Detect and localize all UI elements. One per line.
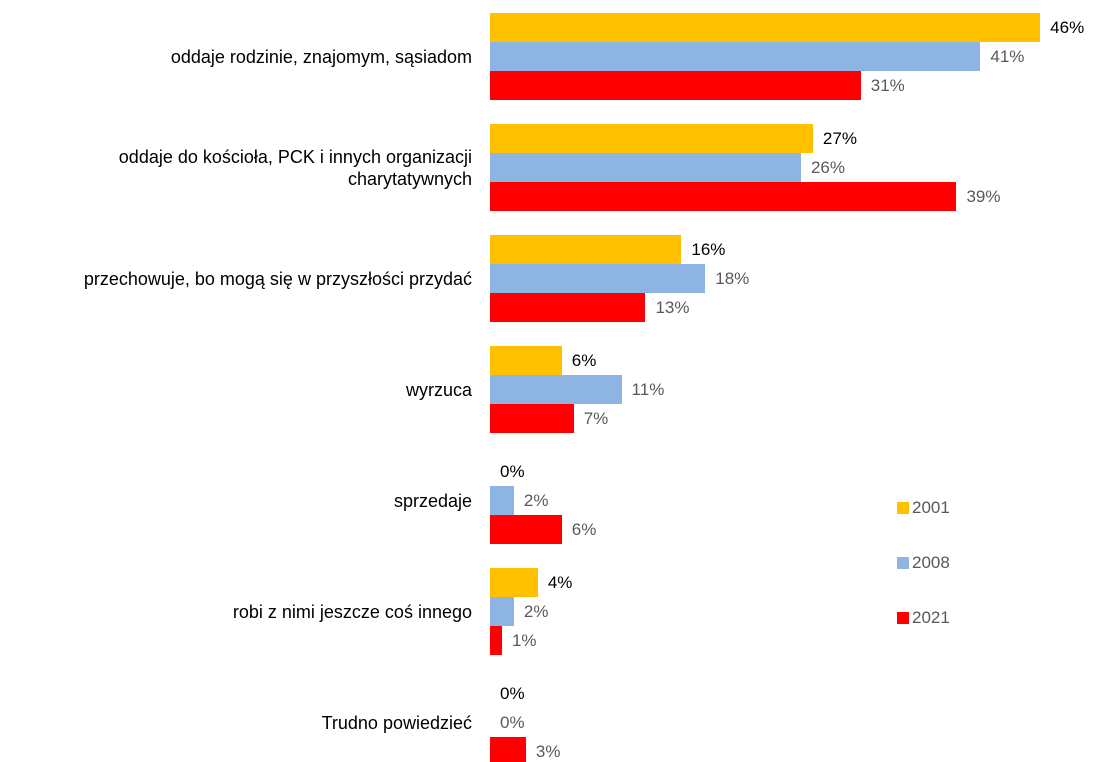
bar	[490, 486, 514, 515]
value-label: 41%	[990, 46, 1025, 66]
bar	[490, 42, 981, 71]
value-label: 7%	[583, 408, 609, 428]
bar	[490, 626, 502, 655]
value-label: 0%	[500, 712, 525, 732]
bar	[490, 404, 574, 433]
legend-label: 2001	[912, 498, 950, 517]
value-label: 0%	[500, 461, 525, 481]
value-label: 6%	[571, 519, 597, 539]
bar	[490, 737, 526, 762]
value-label: 26%	[810, 157, 845, 177]
bar	[490, 346, 562, 375]
bar	[490, 71, 861, 100]
value-label: 4%	[547, 572, 573, 592]
category-label: przechowuje, bo mogą się w przyszłości p…	[83, 268, 472, 289]
category-label: oddaje do kościoła, PCK i innych organiz…	[118, 146, 472, 189]
category-label: sprzedaje	[393, 490, 472, 511]
bar	[490, 182, 957, 211]
legend-swatch	[897, 612, 909, 624]
value-label: 16%	[691, 239, 726, 259]
category-label: oddaje rodzinie, znajomym, sąsiadom	[170, 46, 472, 67]
value-label: 11%	[631, 379, 665, 399]
value-label: 39%	[966, 186, 1001, 206]
bar	[490, 515, 562, 544]
value-label: 3%	[535, 741, 561, 761]
value-label: 6%	[571, 350, 597, 370]
value-label: 2%	[523, 490, 549, 510]
bar	[490, 264, 706, 293]
value-label: 13%	[655, 297, 690, 317]
value-label: 31%	[870, 75, 905, 95]
value-label: 0%	[500, 683, 525, 703]
bar	[490, 235, 682, 264]
bar	[490, 293, 646, 322]
legend-swatch	[897, 502, 909, 514]
value-label: 46%	[1050, 17, 1085, 37]
bar	[490, 124, 813, 153]
category-label: wyrzuca	[405, 379, 472, 400]
legend-label: 2008	[912, 553, 950, 572]
legend-label: 2021	[912, 608, 950, 627]
value-label: 1%	[511, 630, 537, 650]
value-label: 27%	[822, 128, 857, 148]
bar	[490, 153, 801, 182]
legend-swatch	[897, 557, 909, 569]
bar	[490, 13, 1041, 42]
value-label: 18%	[715, 268, 750, 288]
value-label: 2%	[523, 601, 549, 621]
bar	[490, 375, 622, 404]
bar	[490, 597, 514, 626]
category-label: Trudno powiedzieć	[321, 712, 472, 733]
bar	[490, 568, 538, 597]
category-label: robi z nimi jeszcze coś innego	[232, 601, 472, 622]
